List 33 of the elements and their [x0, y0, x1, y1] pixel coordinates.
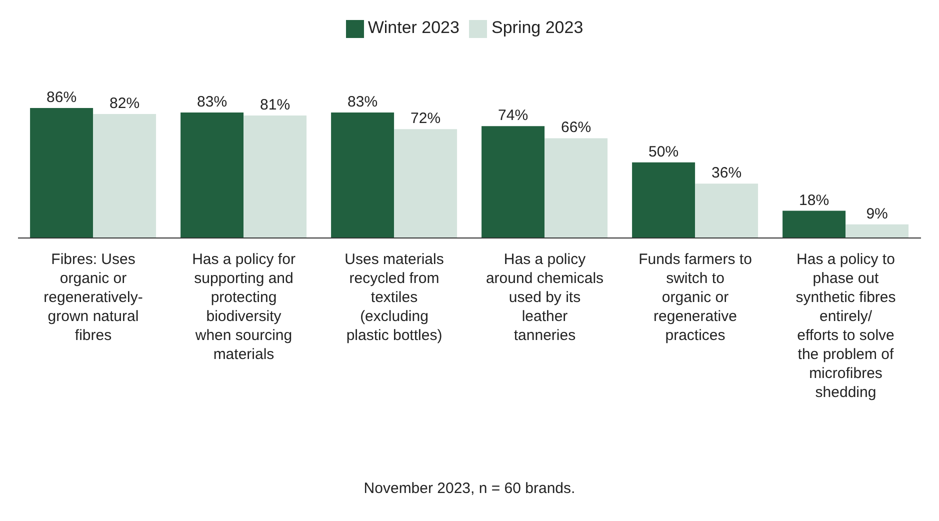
bar — [331, 112, 394, 238]
data-label: 81% — [260, 96, 290, 114]
x-tick-label: Has a policy to phase out synthetic fibres entirely/ efforts to solve the problem of microfibres shedding — [796, 251, 896, 401]
data-label: 9% — [866, 205, 888, 222]
bar — [93, 114, 156, 238]
bar — [846, 224, 909, 238]
data-label: 50% — [648, 143, 679, 160]
x-tick-label: Fibres: Uses organic or regeneratively-grown natural fibres — [44, 251, 143, 344]
bar — [482, 126, 545, 238]
data-label: 74% — [498, 107, 528, 124]
data-label: 82% — [110, 95, 140, 112]
x-tick-label: Has a policy around chemicals used by its leather tanneries — [486, 251, 604, 344]
bar — [695, 184, 758, 238]
bar — [180, 112, 244, 238]
legend-label: Winter 2023 — [368, 18, 460, 37]
data-label: 83% — [348, 94, 378, 111]
bar — [30, 108, 94, 238]
bar — [544, 138, 608, 238]
data-label: 18% — [799, 192, 830, 209]
text: November 2023, n = 60 brands. — [362, 480, 576, 497]
data-label: 72% — [410, 110, 441, 128]
data-label: 36% — [712, 164, 742, 182]
x-tick-label: Uses materials recycled from textiles (excluding plastic bottles) — [344, 251, 444, 344]
x-tick-label: Has a policy for supporting and protecting biodiversity when sourcing materials — [192, 251, 296, 363]
data-label: 86% — [46, 89, 77, 106]
legend-label: Spring 2023 — [491, 18, 584, 37]
data-label: 83% — [197, 94, 228, 111]
bar — [394, 129, 458, 238]
data-label: 66% — [561, 119, 592, 136]
x-tick-label: Funds farmers to switch to organic or regenerative practices — [638, 251, 752, 344]
bar — [632, 162, 696, 238]
bar — [244, 116, 307, 238]
bar — [782, 210, 846, 238]
